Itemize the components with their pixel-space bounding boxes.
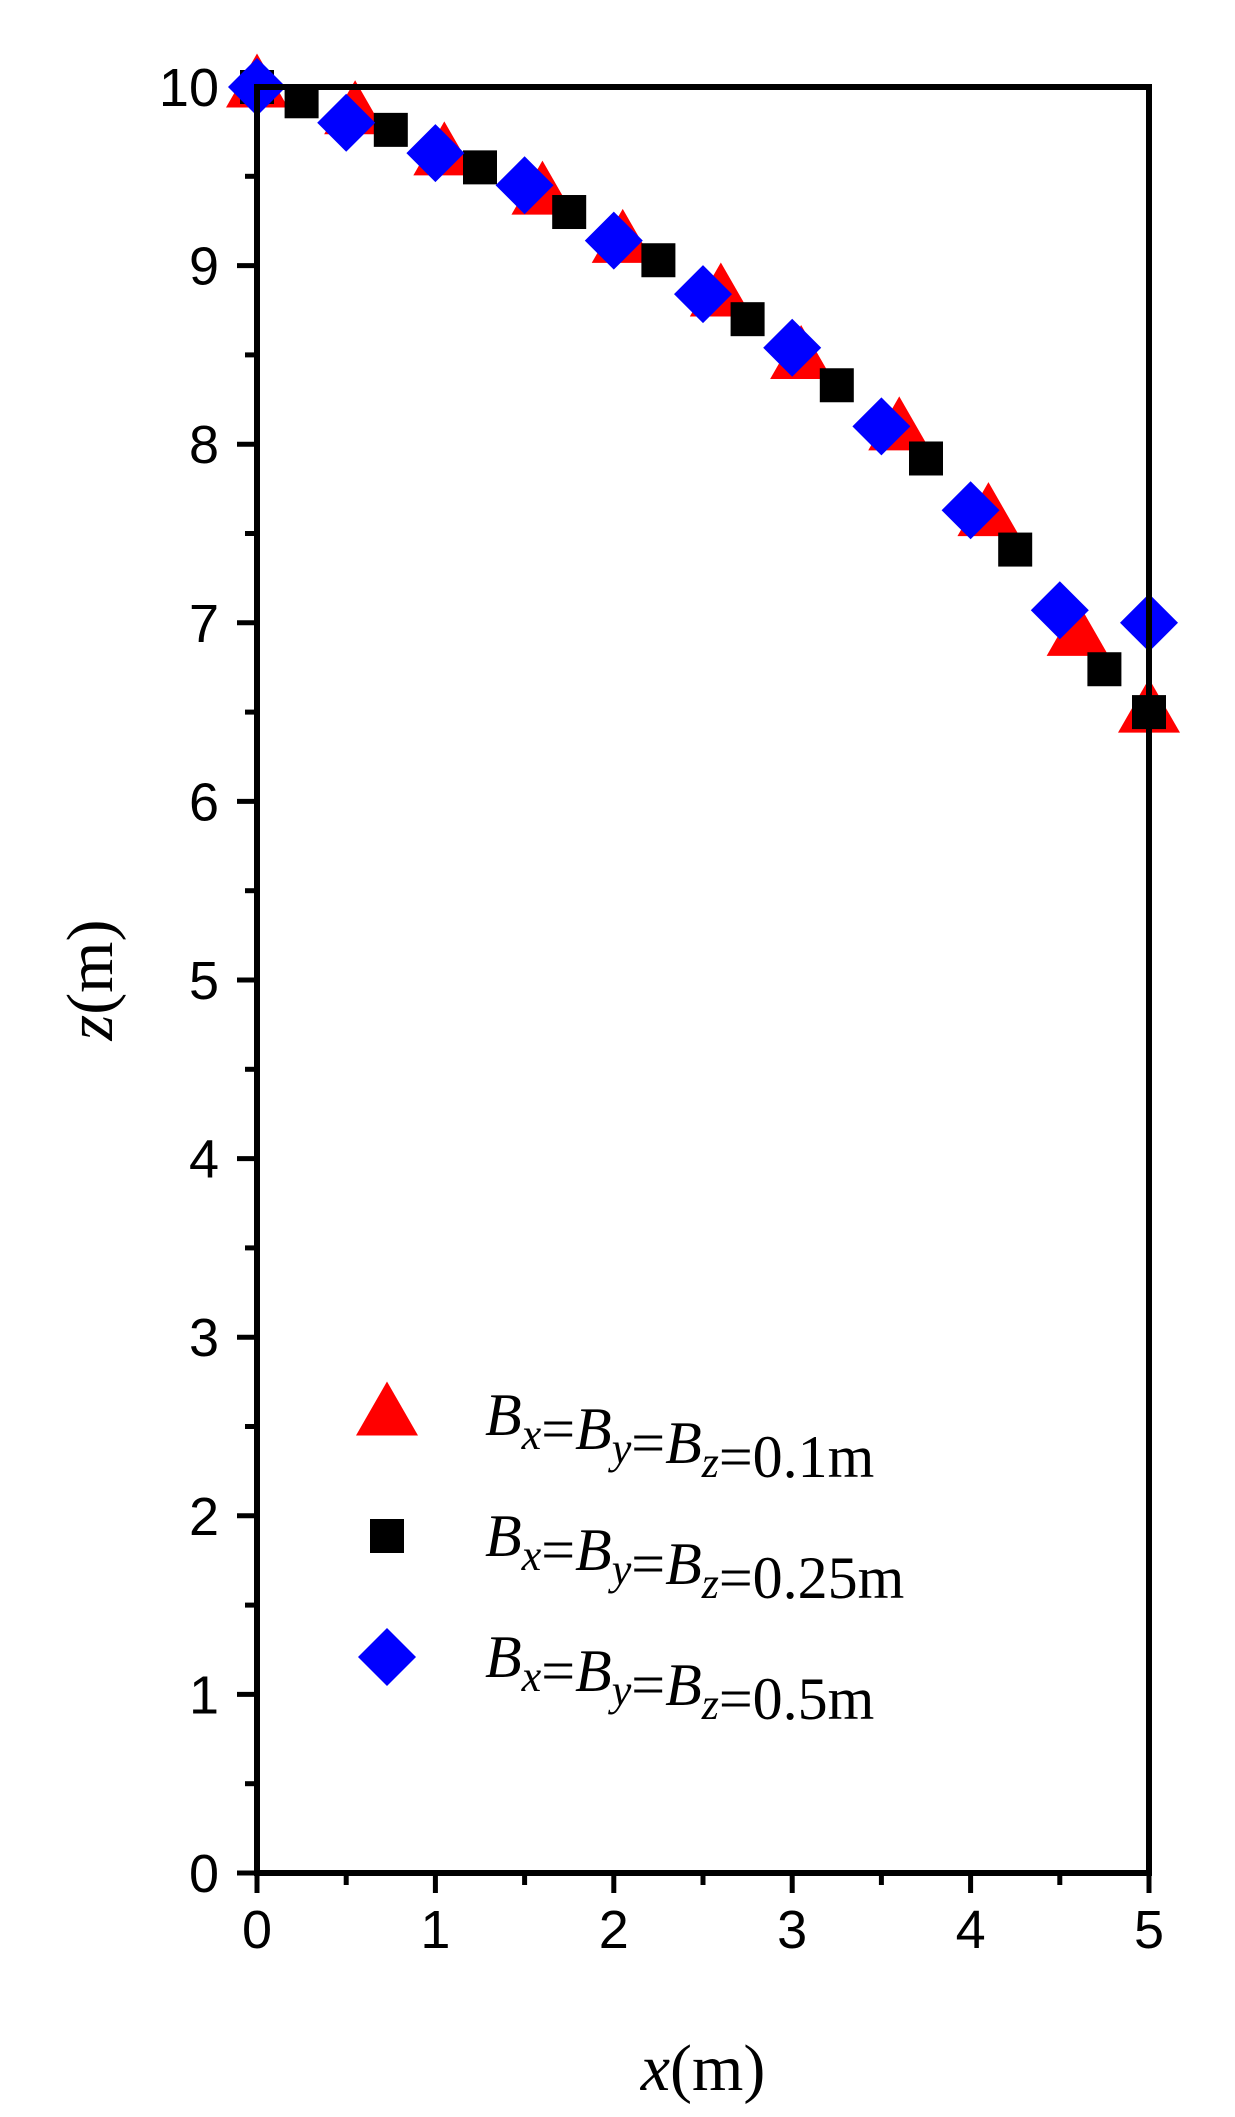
series-diamond (228, 58, 1178, 652)
square-point (730, 302, 765, 337)
plot-frame (254, 84, 1152, 1876)
y-tick-label: 4 (189, 1130, 219, 1190)
legend-diamond-marker (358, 1628, 416, 1686)
diamond-point (763, 318, 822, 377)
legend-square-marker (370, 1519, 404, 1553)
x-tick-label: 2 (599, 1900, 629, 1960)
square-point (1087, 652, 1122, 687)
y-tick-label: 5 (189, 951, 219, 1011)
y-tick-label: 6 (189, 772, 219, 832)
x-tick-label: 0 (242, 1900, 272, 1960)
legend-entry: Bx=By=Bz=0.1m (485, 1382, 874, 1490)
square-point (998, 532, 1033, 567)
legend-entry: Bx=By=Bz=0.5m (485, 1624, 874, 1732)
square-point (641, 243, 676, 278)
x-tick-label: 3 (777, 1900, 807, 1960)
diamond-point (852, 397, 911, 456)
legend: Bx=By=Bz=0.1m Bx=By=Bz=0.25m Bx=By=Bz=0.5m (356, 1381, 904, 1732)
x-tick-label: 1 (420, 1900, 450, 1960)
square-point (819, 368, 854, 403)
y-tick-label: 3 (189, 1308, 219, 1368)
diamond-point (674, 265, 732, 324)
y-tick-label: 9 (189, 237, 219, 297)
x-tick-label: 4 (956, 1900, 986, 1960)
square-point (373, 112, 408, 147)
series-square (240, 70, 1166, 730)
diamond-point (495, 156, 554, 215)
y-tick-label: 8 (189, 415, 219, 475)
series-triangle (226, 53, 1180, 733)
y-tick-label: 7 (189, 594, 219, 654)
data-marks (226, 53, 1180, 733)
y-tick-label: 10 (159, 58, 219, 118)
diamond-point (941, 481, 1000, 540)
axis-ticks (237, 84, 1152, 1893)
square-point (463, 150, 497, 185)
x-tick-label: 5 (1134, 1900, 1164, 1960)
triangle-point (1046, 601, 1109, 656)
legend-triangle-marker (356, 1381, 418, 1436)
y-tick-label: 0 (189, 1844, 219, 1904)
tick-labels: 0 1 2 3 4 5 0 1 2 3 4 5 6 7 8 9 10 (159, 58, 1164, 1960)
diamond-point (317, 93, 376, 152)
square-point (909, 441, 943, 476)
diamond-point (584, 211, 643, 270)
diamond-point (406, 124, 465, 183)
y-tick-label: 2 (189, 1487, 219, 1547)
diamond-point (1030, 581, 1089, 640)
legend-entry: Bx=By=Bz=0.25m (485, 1503, 904, 1611)
square-point (552, 195, 587, 230)
y-axis-title: z(m) (54, 920, 127, 1042)
x-axis-title: x(m) (640, 2032, 766, 2105)
y-tick-label: 1 (189, 1665, 219, 1725)
